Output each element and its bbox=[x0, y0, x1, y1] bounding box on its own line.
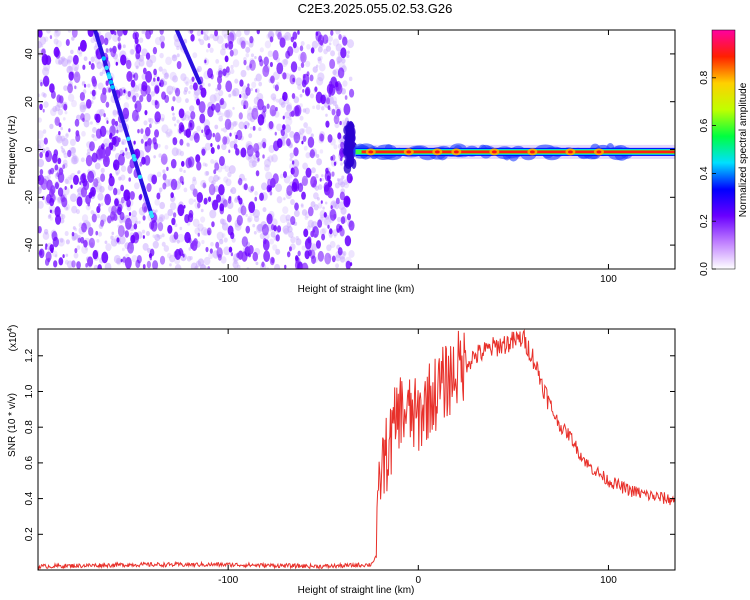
snr-x-tick-label: 0 bbox=[416, 575, 422, 586]
colorbar-tick-label: 0.2 bbox=[699, 214, 710, 228]
spectrogram-x-tick-label: -100 bbox=[218, 274, 238, 285]
colorbar-tick-label: 0.8 bbox=[699, 70, 710, 84]
snr-scale-label: (x104) bbox=[7, 325, 19, 352]
spectrogram-y-tick-label: 0 bbox=[24, 146, 35, 152]
spectrogram-x-tick-label: 100 bbox=[600, 274, 617, 285]
diagonal-track bbox=[93, 30, 155, 219]
colorbar-tick-label: 0.4 bbox=[699, 166, 710, 180]
colorbar-tick-label: 0.0 bbox=[699, 262, 710, 276]
spectrogram-y-tick-label: -40 bbox=[24, 237, 35, 252]
snr-y-tick-label: 0.4 bbox=[24, 491, 35, 505]
snr-y-tick-label: 0.2 bbox=[24, 527, 35, 541]
snr-scale-base: (x10 bbox=[8, 331, 19, 351]
snr-series-line bbox=[38, 329, 675, 570]
snr-x-tick-label: 100 bbox=[600, 575, 617, 586]
spectrogram-y-label: Frequency (Hz) bbox=[7, 116, 18, 185]
snr-x-tick-label: -100 bbox=[218, 575, 238, 586]
spectrogram-y-tick-label: 40 bbox=[24, 48, 35, 60]
snr-frame bbox=[37, 328, 676, 571]
snr-y-tick-label: 1.2 bbox=[24, 348, 35, 362]
spectrogram-panel: -100 100 -40 -20 0 20 40 Height of straight l… bbox=[7, 29, 676, 295]
snr-y-tick-label: 0.6 bbox=[24, 456, 35, 470]
spectrogram-x-label: Height of straight line (km) bbox=[298, 284, 415, 295]
snr-scale-exponent: 4 bbox=[7, 328, 14, 332]
snr-y-tick-label: 1.0 bbox=[24, 384, 35, 398]
colorbar: 0.0 0.2 0.4 0.6 0.8 Normalized spectral ampl… bbox=[699, 29, 749, 276]
snr-x-label: Height of straight line (km) bbox=[298, 585, 415, 596]
colorbar-gradient bbox=[711, 29, 736, 270]
snr-y-tick-label: 0.8 bbox=[24, 420, 35, 434]
colorbar-label: Normalized spectral amplitude bbox=[738, 82, 749, 217]
signal-band-core bbox=[361, 150, 675, 154]
diagonal-track bbox=[174, 30, 202, 85]
snr-y-label: SNR (10 * v/v) bbox=[7, 393, 18, 457]
colorbar-tick-label: 0.6 bbox=[699, 118, 710, 132]
spectrogram-y-tick-label: -20 bbox=[24, 190, 35, 205]
chart-title: C2E3.2025.055.02.53.G26 bbox=[297, 1, 453, 16]
spectrogram-y-tick-label: 20 bbox=[24, 96, 35, 108]
snr-panel: -100 0 100 0.2 0.4 0.6 0.8 1.0 1.2 Height of st… bbox=[7, 325, 676, 596]
